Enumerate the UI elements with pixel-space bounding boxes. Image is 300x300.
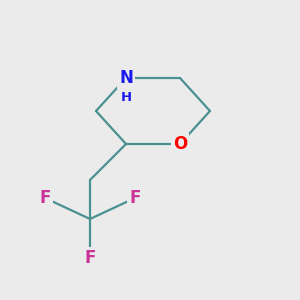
Text: F: F xyxy=(84,249,96,267)
Text: F: F xyxy=(39,189,51,207)
Text: F: F xyxy=(129,189,141,207)
Text: N: N xyxy=(119,69,133,87)
Text: N: N xyxy=(119,69,133,87)
Text: O: O xyxy=(173,135,187,153)
Text: H: H xyxy=(120,91,132,104)
